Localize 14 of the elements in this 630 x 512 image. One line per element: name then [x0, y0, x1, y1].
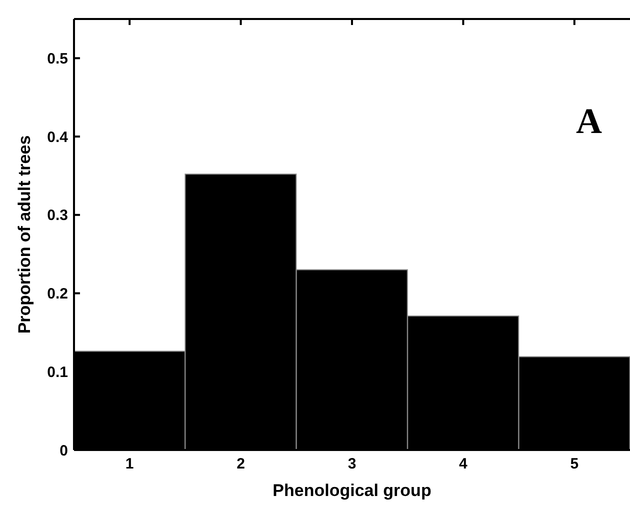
x-tick-label: 2	[236, 456, 245, 473]
y-tick-label: 0.2	[47, 286, 68, 303]
x-tick-label: 5	[570, 456, 579, 473]
y-tick-label: 0.4	[47, 128, 69, 146]
x-tick-label: 4	[459, 456, 468, 473]
y-tick-label: 0	[60, 442, 68, 460]
annotation: A	[576, 100, 602, 142]
y-tick-label: 0.5	[47, 50, 68, 68]
y-tick-label: 0.1	[47, 364, 68, 381]
x-axis-title: Phenological group	[272, 481, 432, 500]
y-axis-title: Proportion of adult trees	[15, 135, 34, 334]
x-tick-label: 1	[125, 456, 134, 473]
y-tick-label: 0.3	[47, 207, 68, 224]
x-tick-label: 3	[348, 456, 356, 473]
